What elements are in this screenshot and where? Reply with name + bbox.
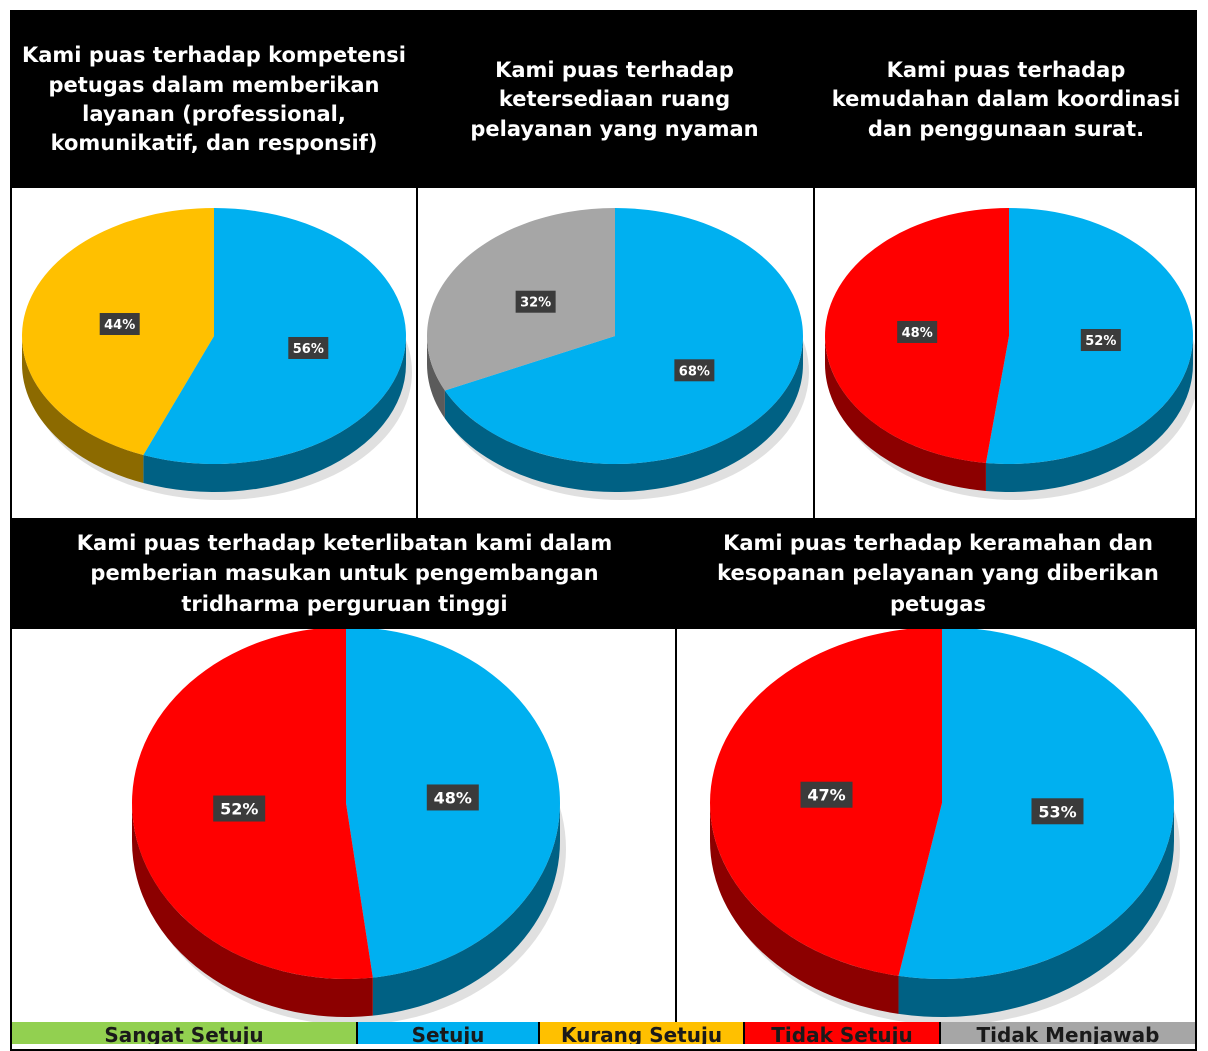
data-label-box [99,313,140,336]
divider [675,629,677,1032]
data-label-box [213,795,266,822]
chart-1-area: 56% 44% [12,188,416,518]
divider [416,188,418,518]
data-label-box [515,290,556,313]
chart-1-title: Kami puas terhadap kompetensi petugas da… [12,12,416,188]
divider [813,188,815,518]
pie-side-tidak-setuju [132,803,373,1017]
data-label-box [426,784,479,811]
pie-side-setuju [143,336,407,493]
chart-1-pie: 56% 44% [21,208,412,500]
pie-slice-setuju [143,208,407,464]
pie-side-setuju [898,803,1174,1017]
pie-side-setuju [444,336,803,493]
data-label-text: 53% [1038,802,1076,821]
pie-side-setuju [372,803,560,1016]
chart-5-title: Kami puas terhadap keramahan dan kesopan… [677,518,1195,629]
data-label-text: 56% [293,342,324,357]
legend-kurang-setuju: Kurang Setuju [540,1022,745,1044]
chart-3-area: 52% 48% [815,188,1195,518]
data-label-setuju: 48% [426,784,479,811]
data-label-box [897,320,938,343]
data-label-kurang-setuju: 44% [99,313,140,336]
data-label-setuju: 68% [674,359,715,382]
chart-3-title: Kami puas terhadap kemudahan dalam koord… [813,12,1195,188]
pie-side-tidak-setuju [710,803,899,1014]
data-label-text: 47% [807,786,845,805]
data-label-text: 48% [434,788,472,807]
chart-2-pie: 68% 32% [426,208,809,500]
chart-5-pie: 53% 47% [709,627,1180,1025]
data-label-box [1031,798,1084,825]
data-label-text: 68% [679,364,710,379]
data-label-text: 52% [220,800,258,819]
data-label-tidak-setuju: 48% [897,320,938,343]
legend-tidak-setuju: Tidak Setuju [745,1022,941,1044]
data-label-box [674,359,715,382]
data-label-setuju: 53% [1031,798,1084,825]
data-label-text: 32% [520,296,551,311]
chart-2-area: 68% 32% [418,188,813,518]
chart-4-area: 48% 52% [12,627,675,1032]
pie-side-tidak-setuju [825,336,986,491]
chart-3-pie: 52% 48% [824,208,1195,500]
data-label-setuju: 56% [288,336,329,359]
data-label-text: 44% [104,318,135,333]
data-label-text: 52% [1085,334,1116,349]
chart-4-pie: 48% 52% [132,627,566,1025]
data-label-box [800,781,853,808]
chart-2-title: Kami puas terhadap ketersediaan ruang pe… [416,12,813,188]
data-label-tidak-setuju: 52% [213,795,266,822]
pie-side-tidak-menjawab [427,336,445,419]
data-label-box [288,336,329,359]
chart-5-area: 53% 47% [677,627,1195,1032]
data-label-tidak-menjawab: 32% [515,290,556,313]
legend-setuju: Setuju [358,1022,540,1044]
legend-sangat-setuju: Sangat Setuju [12,1022,358,1044]
chart-4-title: Kami puas terhadap keterlibatan kami dal… [12,518,677,629]
data-label-text: 48% [902,326,933,341]
pie-slice-setuju [444,208,803,464]
pie-side-kurang-setuju [21,336,144,484]
data-label-tidak-setuju: 47% [800,781,853,808]
data-label-setuju: 52% [1080,329,1121,352]
pie-side-setuju [985,336,1193,493]
legend-tidak-menjawab: Tidak Menjawab [941,1022,1195,1044]
data-label-box [1080,329,1121,352]
survey-chart-grid: Kami puas terhadap kompetensi petugas da… [10,10,1197,1051]
